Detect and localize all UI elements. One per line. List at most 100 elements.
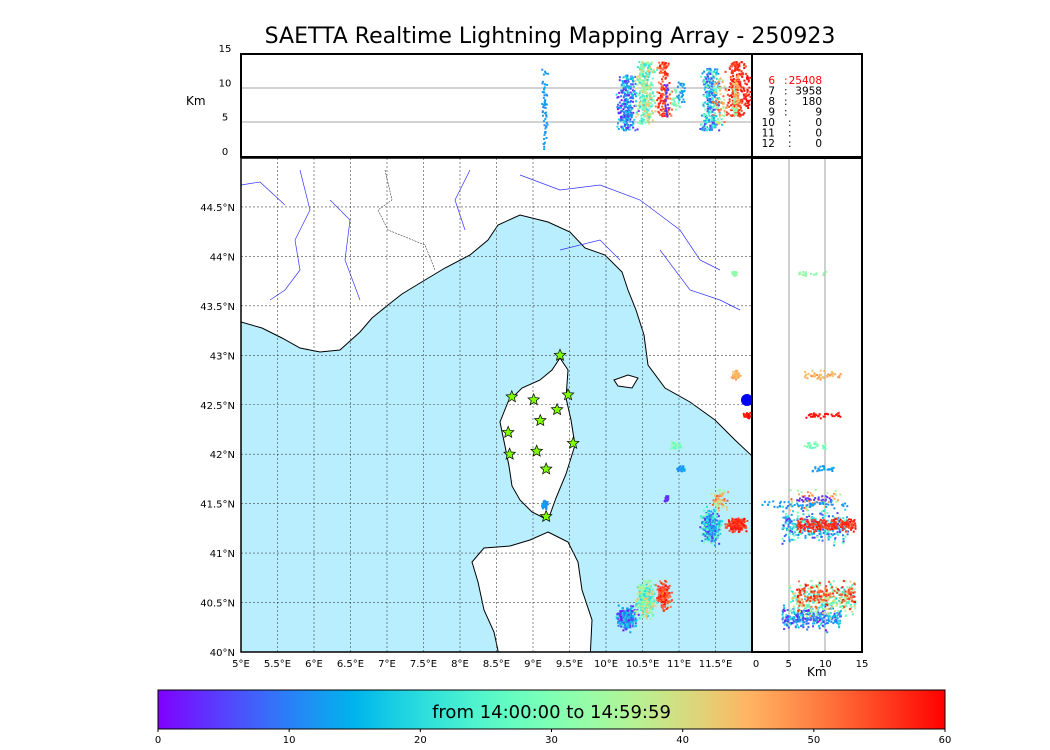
lightning-source-alt-lat bbox=[789, 618, 792, 621]
lightning-source-alt-lat bbox=[829, 612, 832, 615]
lightning-source-alt-lat bbox=[853, 603, 856, 606]
lightning-source-lon-alt bbox=[616, 105, 619, 108]
lightning-source-lon-alt bbox=[661, 96, 664, 99]
lightning-source-alt-lat bbox=[824, 498, 827, 501]
lightning-source bbox=[650, 610, 653, 613]
lightning-source-alt-lat bbox=[804, 536, 807, 539]
lightning-source-lon-alt bbox=[648, 122, 651, 125]
lightning-source-alt-lat bbox=[792, 592, 795, 595]
lightning-source-alt-lat bbox=[845, 521, 848, 524]
lightning-source-lon-alt bbox=[707, 105, 710, 108]
lightning-source bbox=[707, 527, 710, 530]
lightning-source-lon-alt bbox=[621, 102, 624, 105]
lightning-source-lon-alt bbox=[664, 71, 667, 74]
lightning-source-alt-lat bbox=[822, 274, 825, 277]
lightning-source bbox=[623, 626, 626, 629]
lightning-source bbox=[642, 613, 645, 616]
lightning-source bbox=[706, 520, 709, 523]
lightning-source-lon-alt bbox=[622, 87, 625, 90]
lightning-source-alt-lat bbox=[838, 619, 841, 622]
lightning-source-alt-lat bbox=[812, 528, 815, 531]
legend-count: 0 bbox=[815, 128, 822, 140]
lightning-source-lon-alt bbox=[743, 112, 746, 115]
lightning-source-lon-alt bbox=[623, 115, 626, 118]
lightning-source-alt-lat bbox=[838, 590, 841, 593]
lightning-source-lon-alt bbox=[743, 67, 746, 70]
lightning-source bbox=[704, 521, 707, 524]
lightning-source-lon-alt bbox=[714, 68, 717, 71]
lightning-source bbox=[733, 530, 736, 533]
lightning-source bbox=[707, 539, 710, 542]
lightning-source-alt-lat bbox=[796, 624, 799, 627]
lightning-source-lon-alt bbox=[646, 66, 649, 69]
lightning-source-lon-alt bbox=[706, 121, 709, 124]
lightning-source-alt-lat bbox=[822, 501, 825, 504]
lightning-source-lon-alt bbox=[678, 94, 681, 97]
lightning-source bbox=[660, 590, 663, 593]
lightning-source bbox=[620, 625, 623, 628]
lightning-source-alt-lat bbox=[814, 524, 817, 527]
lightning-source bbox=[723, 500, 726, 503]
lightning-source bbox=[640, 588, 643, 591]
lightning-source-alt-lat bbox=[796, 527, 799, 530]
lightning-source bbox=[738, 522, 741, 525]
lightning-source-lon-alt bbox=[646, 86, 649, 89]
lightning-source-lon-alt bbox=[661, 115, 664, 118]
lightning-source bbox=[743, 526, 746, 529]
lightning-source-alt-lat bbox=[834, 489, 837, 492]
lightning-source-alt-lat bbox=[820, 469, 823, 472]
lightning-source-lon-alt bbox=[740, 106, 743, 109]
lightning-source-lon-alt bbox=[700, 114, 703, 117]
lightning-source-alt-lat bbox=[831, 605, 834, 608]
lightning-source-alt-lat bbox=[792, 510, 795, 513]
station-star-icon bbox=[539, 462, 553, 475]
lightning-source-lon-alt bbox=[545, 103, 548, 106]
lightning-source bbox=[642, 603, 645, 606]
lightning-source bbox=[646, 581, 649, 584]
lightning-source-lon-alt bbox=[647, 94, 650, 97]
lightning-source-lon-alt bbox=[669, 97, 672, 100]
lightning-source-lon-alt bbox=[541, 111, 544, 114]
lightning-source-alt-lat bbox=[840, 595, 843, 598]
lightning-source-lon-alt bbox=[640, 61, 643, 64]
lightning-source-alt-lat bbox=[815, 273, 818, 276]
lightning-source-lon-alt bbox=[643, 83, 646, 86]
lightning-source-alt-lat bbox=[846, 598, 849, 601]
lightning-source-lon-alt bbox=[674, 90, 677, 93]
lightning-source bbox=[653, 591, 656, 594]
lightning-source-alt-lat bbox=[798, 617, 801, 620]
lightning-source-alt-lat bbox=[832, 592, 835, 595]
rivers bbox=[241, 169, 741, 311]
lightning-source-lon-alt bbox=[664, 113, 667, 116]
lightning-source-alt-lat bbox=[836, 413, 839, 416]
lightning-source-alt-lat bbox=[851, 610, 854, 613]
x-tick-label: 9°E bbox=[524, 659, 542, 670]
lightning-source-lon-alt bbox=[660, 78, 663, 81]
lightning-source bbox=[546, 502, 549, 505]
y-tick-label: 41.5°N bbox=[200, 500, 235, 511]
lightning-source-alt-lat bbox=[798, 588, 801, 591]
lightning-source bbox=[728, 524, 731, 527]
lightning-source-lon-alt bbox=[675, 91, 678, 94]
lightning-source-lon-alt bbox=[735, 79, 738, 82]
lightning-source-alt-lat bbox=[829, 615, 832, 618]
lightning-source-alt-lat bbox=[791, 501, 794, 504]
lightning-source-lon-alt bbox=[707, 85, 710, 88]
lightning-source-alt-lat bbox=[815, 619, 818, 622]
lightning-source-alt-lat bbox=[805, 499, 808, 502]
lightning-source-alt-lat bbox=[806, 628, 809, 631]
lightning-source-lon-alt bbox=[662, 101, 665, 104]
lightning-source-alt-lat bbox=[818, 619, 821, 622]
lightning-source bbox=[662, 603, 665, 606]
lightning-source-lon-alt bbox=[728, 88, 731, 91]
lightning-source-alt-lat bbox=[812, 616, 815, 619]
lightning-source bbox=[713, 516, 716, 519]
lightning-source-lon-alt bbox=[627, 80, 630, 83]
lightning-source-lon-alt bbox=[659, 94, 662, 97]
lightning-source-alt-lat bbox=[789, 601, 792, 604]
lightning-source bbox=[710, 542, 713, 545]
lightning-source-lon-alt bbox=[703, 129, 706, 132]
lightning-source bbox=[620, 616, 623, 619]
lightning-source-alt-lat bbox=[772, 500, 775, 503]
lightning-source bbox=[617, 616, 620, 619]
